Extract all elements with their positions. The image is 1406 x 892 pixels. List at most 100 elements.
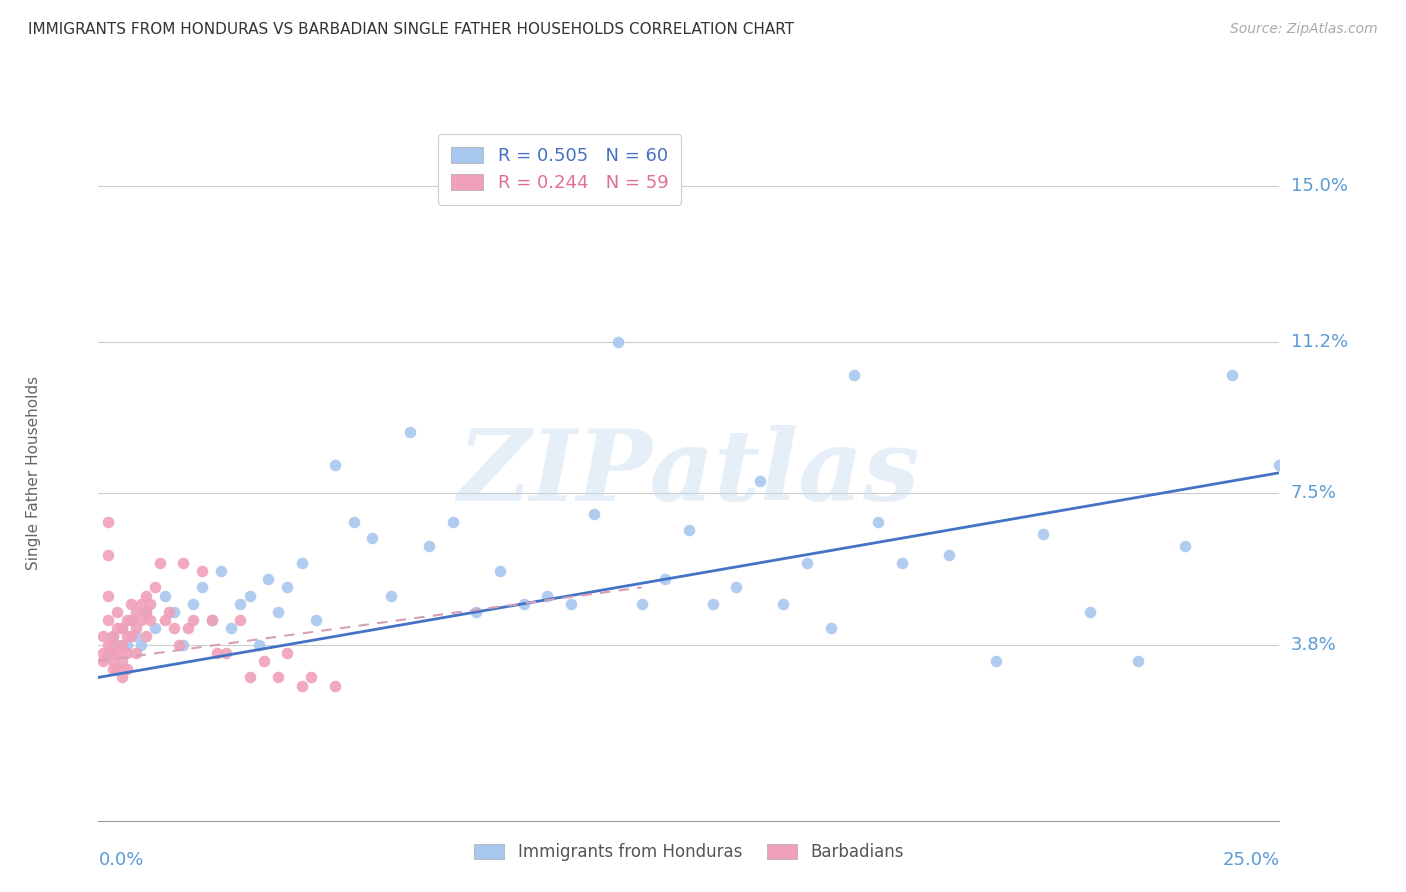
Point bbox=[820, 621, 842, 635]
Point bbox=[105, 621, 128, 635]
Point bbox=[135, 605, 157, 619]
Text: IMMIGRANTS FROM HONDURAS VS BARBADIAN SINGLE FATHER HOUSEHOLDS CORRELATION CHART: IMMIGRANTS FROM HONDURAS VS BARBADIAN SI… bbox=[28, 22, 794, 37]
Point bbox=[1032, 527, 1054, 541]
Point bbox=[678, 523, 700, 537]
Point bbox=[536, 589, 558, 603]
Point bbox=[239, 589, 262, 603]
Point bbox=[209, 564, 232, 578]
Point bbox=[984, 654, 1007, 668]
Point bbox=[796, 556, 818, 570]
Point bbox=[97, 548, 120, 562]
Point bbox=[181, 597, 204, 611]
Point bbox=[560, 597, 582, 611]
Point bbox=[229, 613, 252, 627]
Point bbox=[143, 621, 166, 635]
Legend: Immigrants from Honduras, Barbadians: Immigrants from Honduras, Barbadians bbox=[468, 837, 910, 868]
Point bbox=[91, 646, 114, 660]
Point bbox=[105, 605, 128, 619]
Point bbox=[97, 646, 120, 660]
Point bbox=[1268, 458, 1291, 472]
Point bbox=[253, 654, 276, 668]
Point bbox=[748, 474, 770, 488]
Point bbox=[163, 621, 186, 635]
Point bbox=[654, 572, 676, 586]
Text: 3.8%: 3.8% bbox=[1291, 636, 1336, 654]
Point bbox=[111, 638, 134, 652]
Point bbox=[1080, 605, 1102, 619]
Point bbox=[239, 670, 262, 684]
Point bbox=[290, 679, 312, 693]
Point bbox=[105, 662, 128, 676]
Point bbox=[121, 613, 143, 627]
Point bbox=[323, 679, 346, 693]
Point bbox=[125, 621, 148, 635]
Point bbox=[111, 670, 134, 684]
Point bbox=[305, 613, 328, 627]
Point bbox=[167, 638, 190, 652]
Text: Source: ZipAtlas.com: Source: ZipAtlas.com bbox=[1230, 22, 1378, 37]
Point bbox=[276, 646, 298, 660]
Point bbox=[399, 425, 422, 439]
Point bbox=[201, 613, 224, 627]
Point bbox=[101, 654, 124, 668]
Point bbox=[97, 515, 120, 529]
Point bbox=[129, 613, 152, 627]
Point bbox=[115, 630, 138, 644]
Point bbox=[149, 556, 172, 570]
Point bbox=[135, 630, 157, 644]
Point bbox=[219, 621, 242, 635]
Point bbox=[607, 334, 630, 349]
Point bbox=[129, 597, 152, 611]
Point bbox=[163, 605, 186, 619]
Point bbox=[205, 646, 228, 660]
Point bbox=[418, 540, 440, 554]
Point bbox=[121, 630, 143, 644]
Point bbox=[267, 670, 290, 684]
Point bbox=[115, 638, 138, 652]
Point bbox=[111, 654, 134, 668]
Point bbox=[772, 597, 794, 611]
Point bbox=[97, 589, 120, 603]
Point bbox=[125, 646, 148, 660]
Point bbox=[121, 613, 143, 627]
Point bbox=[323, 458, 346, 472]
Point bbox=[191, 580, 214, 594]
Point bbox=[512, 597, 534, 611]
Point bbox=[172, 638, 194, 652]
Point bbox=[257, 572, 280, 586]
Point bbox=[1220, 368, 1243, 382]
Point bbox=[157, 605, 180, 619]
Text: 0.0%: 0.0% bbox=[98, 851, 143, 869]
Point bbox=[111, 621, 134, 635]
Point bbox=[115, 646, 138, 660]
Point bbox=[101, 630, 124, 644]
Point bbox=[342, 515, 364, 529]
Point bbox=[143, 580, 166, 594]
Point bbox=[215, 646, 238, 660]
Point bbox=[105, 638, 128, 652]
Point bbox=[101, 646, 124, 660]
Point bbox=[938, 548, 960, 562]
Text: 25.0%: 25.0% bbox=[1222, 851, 1279, 869]
Point bbox=[890, 556, 912, 570]
Point bbox=[1174, 540, 1197, 554]
Point bbox=[441, 515, 464, 529]
Point bbox=[267, 605, 290, 619]
Point bbox=[630, 597, 652, 611]
Point bbox=[172, 556, 194, 570]
Text: 15.0%: 15.0% bbox=[1291, 178, 1347, 195]
Text: ZIPatlas: ZIPatlas bbox=[458, 425, 920, 521]
Point bbox=[91, 630, 114, 644]
Point bbox=[139, 597, 162, 611]
Point bbox=[115, 613, 138, 627]
Point bbox=[583, 507, 606, 521]
Point bbox=[361, 531, 384, 545]
Point bbox=[191, 564, 214, 578]
Point bbox=[97, 638, 120, 652]
Point bbox=[866, 515, 889, 529]
Text: Single Father Households: Single Father Households bbox=[25, 376, 41, 570]
Point bbox=[121, 597, 143, 611]
Point bbox=[105, 646, 128, 660]
Point bbox=[135, 589, 157, 603]
Point bbox=[153, 589, 176, 603]
